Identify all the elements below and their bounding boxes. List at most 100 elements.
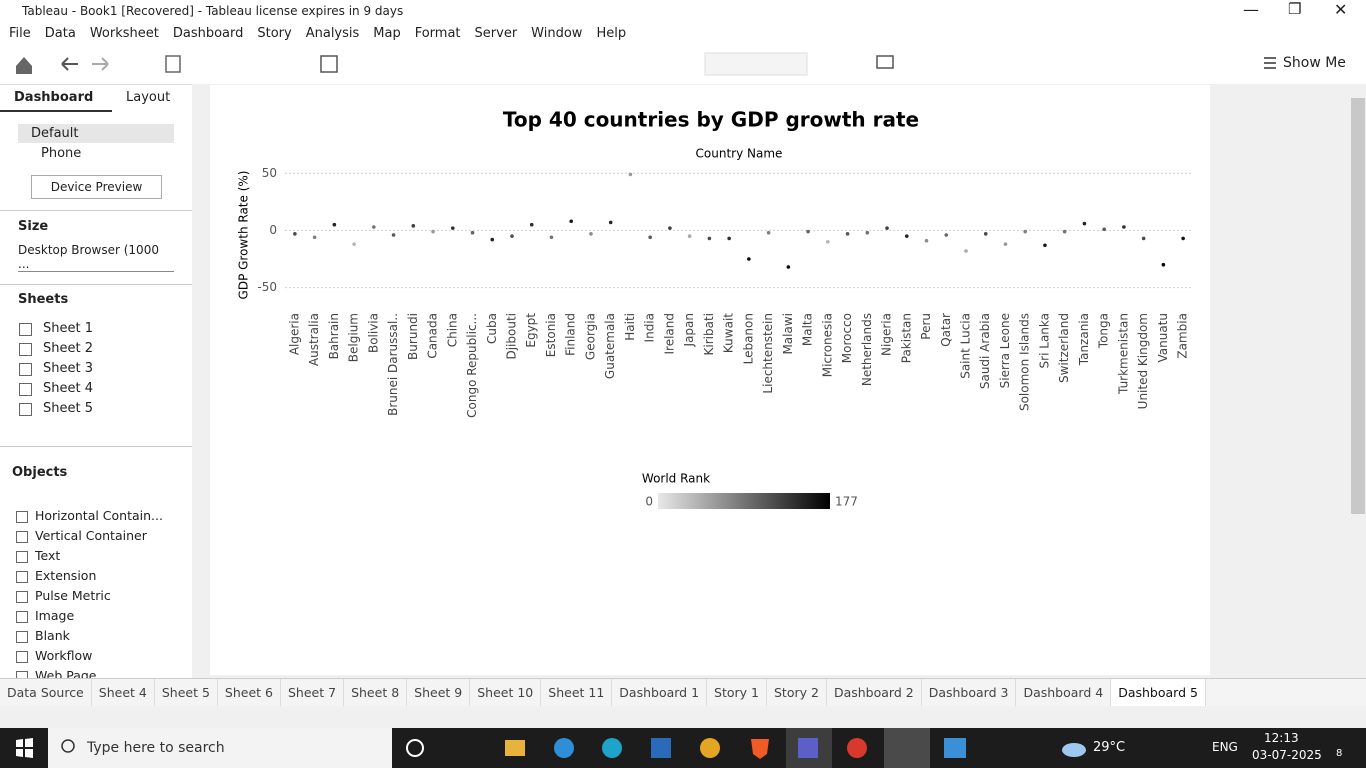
data-point[interactable] [1023, 229, 1028, 234]
ie-icon[interactable] [554, 738, 574, 758]
sheet-tab[interactable]: Dashboard 5 [1111, 679, 1206, 707]
language[interactable]: ENG [1212, 740, 1238, 754]
data-point[interactable] [1062, 229, 1067, 234]
menu-item[interactable]: Dashboard [172, 26, 244, 41]
home-icon[interactable] [16, 57, 32, 74]
object-item[interactable]: Image [35, 608, 75, 623]
data-point[interactable] [766, 230, 771, 235]
data-point[interactable] [924, 238, 929, 243]
sheet-tab[interactable]: Story 1 [707, 679, 767, 707]
sheet-tab[interactable]: Dashboard 2 [827, 679, 922, 707]
data-point[interactable] [628, 172, 633, 177]
data-point[interactable] [589, 232, 593, 236]
device-preview-button[interactable]: Device Preview [31, 175, 162, 199]
start-button[interactable] [16, 738, 33, 758]
menu-item[interactable]: Worksheet [89, 26, 159, 41]
data-point[interactable] [983, 232, 988, 236]
data-point[interactable] [1043, 243, 1047, 248]
edge-icon[interactable] [602, 738, 622, 758]
data-point[interactable] [510, 234, 514, 238]
data-point[interactable] [312, 235, 317, 240]
data-point[interactable] [1082, 221, 1087, 226]
data-point[interactable] [964, 249, 968, 253]
data-point[interactable] [668, 226, 672, 230]
data-point[interactable] [944, 233, 949, 237]
sheet-tab[interactable]: Sheet 6 [218, 679, 281, 707]
menu-item[interactable]: Window [531, 26, 583, 41]
data-point[interactable] [569, 219, 574, 224]
data-point[interactable] [806, 229, 810, 234]
chrome-icon[interactable] [700, 738, 720, 758]
search-box[interactable] [48, 728, 392, 768]
sheet-tab[interactable]: Sheet 9 [407, 679, 471, 707]
maximize-button[interactable]: ❐ [1288, 0, 1302, 18]
minimize-button[interactable]: — [1243, 0, 1259, 19]
data-point[interactable] [865, 230, 870, 235]
data-point[interactable] [431, 229, 435, 234]
sheet-tab[interactable]: Sheet 8 [344, 679, 408, 707]
menu-item[interactable]: Data [44, 26, 76, 41]
data-point[interactable] [608, 220, 613, 225]
data-point[interactable] [1122, 225, 1126, 229]
redo-icon[interactable] [92, 57, 109, 71]
brave-icon[interactable] [751, 739, 769, 759]
explorer-icon[interactable] [505, 740, 525, 756]
notification-count[interactable]: 8 [1336, 748, 1343, 759]
sheet-tab[interactable]: Sheet 7 [281, 679, 345, 707]
sheet-item[interactable]: Sheet 2 [43, 341, 93, 356]
data-point[interactable] [332, 222, 337, 227]
sheet-tab[interactable]: Dashboard 4 [1016, 679, 1112, 707]
sheet-item[interactable]: Sheet 1 [43, 321, 93, 336]
sheet-tab[interactable]: Dashboard 1 [612, 679, 708, 707]
device-option[interactable]: Phone [41, 146, 82, 161]
sheet-item[interactable]: Sheet 3 [43, 361, 93, 376]
menu-item[interactable]: Server [474, 26, 518, 41]
show-me-button[interactable]: Show Me [1283, 55, 1346, 71]
new-sheet-icon[interactable] [320, 55, 338, 73]
clock-time[interactable]: 12:13 [1264, 731, 1299, 745]
data-point[interactable] [529, 222, 534, 227]
data-point[interactable] [687, 234, 692, 238]
data-point[interactable] [1102, 227, 1106, 232]
data-point[interactable] [1161, 262, 1166, 267]
data-point[interactable] [648, 235, 652, 240]
object-item[interactable]: Extension [35, 568, 97, 583]
fit-dropdown[interactable] [704, 52, 808, 76]
clock-date[interactable]: 03-07-2025 [1252, 748, 1322, 762]
menu-item[interactable]: File [9, 26, 31, 41]
sheet-tab[interactable]: Sheet 11 [541, 679, 613, 707]
menu-item[interactable]: Story [257, 26, 292, 41]
data-point[interactable] [747, 257, 751, 261]
data-point[interactable] [826, 240, 830, 244]
data-point[interactable] [727, 236, 731, 241]
data-point[interactable] [391, 233, 396, 237]
panel-tab[interactable]: Layout [126, 90, 171, 105]
data-point[interactable] [1181, 236, 1185, 241]
data-point[interactable] [293, 232, 297, 236]
sheet-item[interactable]: Sheet 5 [43, 401, 93, 416]
menu-item[interactable]: Analysis [305, 26, 360, 41]
sheet-tab[interactable]: Story 2 [767, 679, 827, 707]
chrome-profile-icon[interactable] [847, 738, 867, 758]
photos-icon[interactable] [944, 738, 966, 758]
data-point[interactable] [786, 265, 791, 269]
save-icon[interactable] [165, 55, 181, 73]
data-point[interactable] [904, 234, 909, 238]
sheet-tab[interactable]: Sheet 10 [470, 679, 542, 707]
device-option[interactable]: Default [31, 126, 79, 141]
object-item[interactable]: Horizontal Contain... [35, 508, 163, 523]
data-point[interactable] [352, 242, 356, 246]
size-dropdown[interactable]: Desktop Browser (1000 ... [18, 243, 174, 272]
data-point[interactable] [549, 235, 554, 240]
search-placeholder[interactable]: Type here to search [87, 740, 225, 756]
object-item[interactable]: Workflow [35, 648, 93, 663]
data-point[interactable] [470, 230, 475, 235]
data-point[interactable] [490, 237, 495, 242]
sheet-tab[interactable]: Dashboard 3 [922, 679, 1017, 707]
object-item[interactable]: Blank [35, 628, 70, 643]
cortana[interactable] [406, 739, 424, 757]
data-point[interactable] [450, 226, 455, 230]
object-item[interactable]: Text [35, 548, 61, 563]
sheet-tab[interactable]: Sheet 4 [92, 679, 155, 707]
tableau-active[interactable] [884, 728, 930, 768]
